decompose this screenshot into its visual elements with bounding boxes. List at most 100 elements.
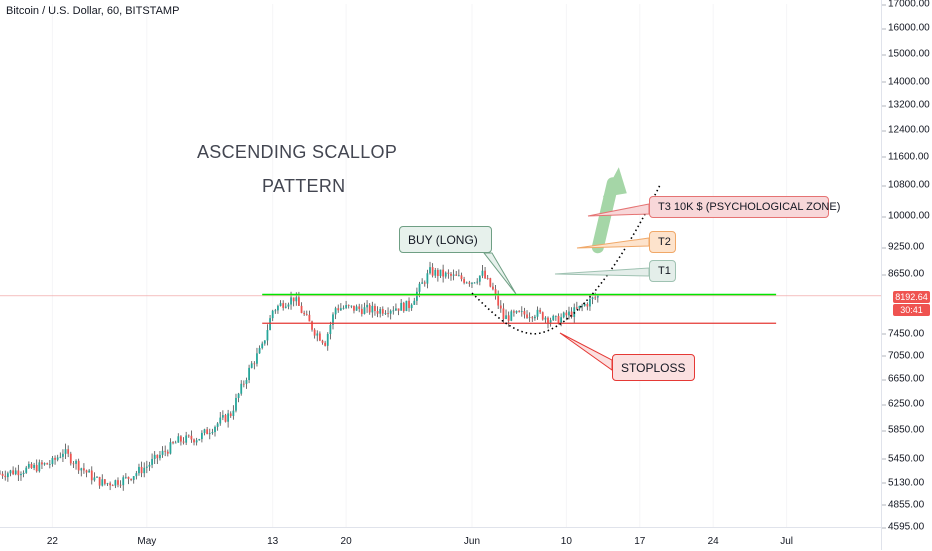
candle-body <box>132 476 135 481</box>
buy-long-callout[interactable]: BUY (LONG) <box>399 226 492 253</box>
candle-body <box>214 426 216 433</box>
candle-body <box>282 303 285 308</box>
t3-callout[interactable]: T3 10K $ (PSYCHOLOGICAL ZONE) <box>649 196 840 218</box>
price-axis[interactable]: 17000.00 16000.00 15000.00 14000.00 13200.00… <box>881 0 932 550</box>
price-tick: 4855.00 <box>881 499 925 511</box>
price-tick: 14000.00 <box>882 76 930 88</box>
candle-body <box>560 317 563 324</box>
candle-body <box>130 478 133 481</box>
candle-body <box>263 340 266 344</box>
candlestick-series <box>0 261 599 491</box>
candle-body <box>408 300 410 309</box>
candle-body <box>547 317 549 323</box>
candle-body <box>69 453 72 464</box>
candle-body <box>345 305 348 308</box>
candle-body <box>106 483 109 485</box>
time-axis[interactable]: 22 May 13 20 Jun 10 17 24 Jul <box>0 527 881 551</box>
candle-body <box>59 456 62 458</box>
candle-body <box>442 269 445 277</box>
candle-body <box>287 304 290 307</box>
candle-body <box>447 272 450 274</box>
candle-body <box>591 297 594 300</box>
candle-body <box>200 432 203 440</box>
candle-body <box>245 380 248 384</box>
price-tick: 4595.00 <box>881 521 925 533</box>
candle-body <box>468 282 471 284</box>
candle-body <box>528 317 531 319</box>
candle-body <box>25 467 28 473</box>
candle-body <box>410 304 413 309</box>
t2-callout[interactable]: T2 <box>649 231 676 253</box>
candle-body <box>518 310 521 312</box>
candle-body <box>578 305 581 309</box>
candle-body <box>77 460 80 471</box>
candle-body <box>429 267 431 274</box>
candle-body <box>358 306 361 309</box>
candle-body <box>575 307 578 309</box>
candle-body <box>269 318 271 331</box>
candle-body <box>43 463 46 465</box>
candle-body <box>478 275 481 282</box>
candle-body <box>416 291 418 301</box>
price-tick: 13200.00 <box>882 99 930 111</box>
candle-body <box>431 267 434 276</box>
candle-body <box>148 464 151 467</box>
candle-body <box>274 310 277 312</box>
candle-body <box>22 472 25 474</box>
stoploss-callout[interactable]: STOPLOSS <box>612 354 695 381</box>
candle-body <box>17 470 20 476</box>
candle-body <box>395 308 397 311</box>
candle-body <box>423 282 426 284</box>
candle-body <box>172 442 174 444</box>
candle-body <box>88 470 91 473</box>
candle-body <box>156 454 159 459</box>
candle-body <box>284 306 287 308</box>
candle-body <box>434 269 437 276</box>
candle-body <box>334 308 337 315</box>
t1-pointer <box>554 267 650 277</box>
candle-body <box>557 315 560 324</box>
target-arrow-head <box>602 167 627 198</box>
candle-body <box>583 304 586 306</box>
candle-body <box>510 311 513 321</box>
candle-body <box>481 270 484 276</box>
candle-body <box>67 449 70 454</box>
candle-body <box>387 313 389 315</box>
candle-body <box>227 413 230 422</box>
t1-callout[interactable]: T1 <box>649 260 676 282</box>
candle-body <box>502 308 505 320</box>
candle-body <box>360 308 363 314</box>
candle-body <box>324 342 327 346</box>
candle-body <box>457 275 460 277</box>
candle-body <box>400 302 403 311</box>
candle-body <box>151 458 153 465</box>
drawing-overlays <box>0 167 881 371</box>
candle-body <box>6 473 9 478</box>
candle-body <box>374 305 376 312</box>
candle-body <box>292 297 295 302</box>
candle-body <box>90 470 93 481</box>
candle-body <box>321 340 324 343</box>
price-tick: 7050.00 <box>881 350 925 362</box>
price-tick: 7450.00 <box>881 328 925 340</box>
candle-body <box>248 367 250 381</box>
candle-body <box>35 464 38 472</box>
candle-body <box>305 314 308 315</box>
price-tick: 6650.00 <box>881 373 925 385</box>
candle-body <box>12 470 15 475</box>
candle-body <box>208 433 211 435</box>
candle-body <box>185 435 188 443</box>
candle-body <box>83 468 85 471</box>
candle-body <box>554 315 557 317</box>
candle-body <box>119 484 122 486</box>
time-tick: Jun <box>463 536 481 547</box>
candle-body <box>355 306 358 311</box>
candle-body <box>465 282 468 284</box>
candle-body <box>271 310 274 319</box>
candle-body <box>489 278 492 287</box>
candle-body <box>135 473 138 477</box>
candle-body <box>316 333 319 336</box>
candle-body <box>552 315 555 321</box>
candle-body <box>363 307 366 314</box>
